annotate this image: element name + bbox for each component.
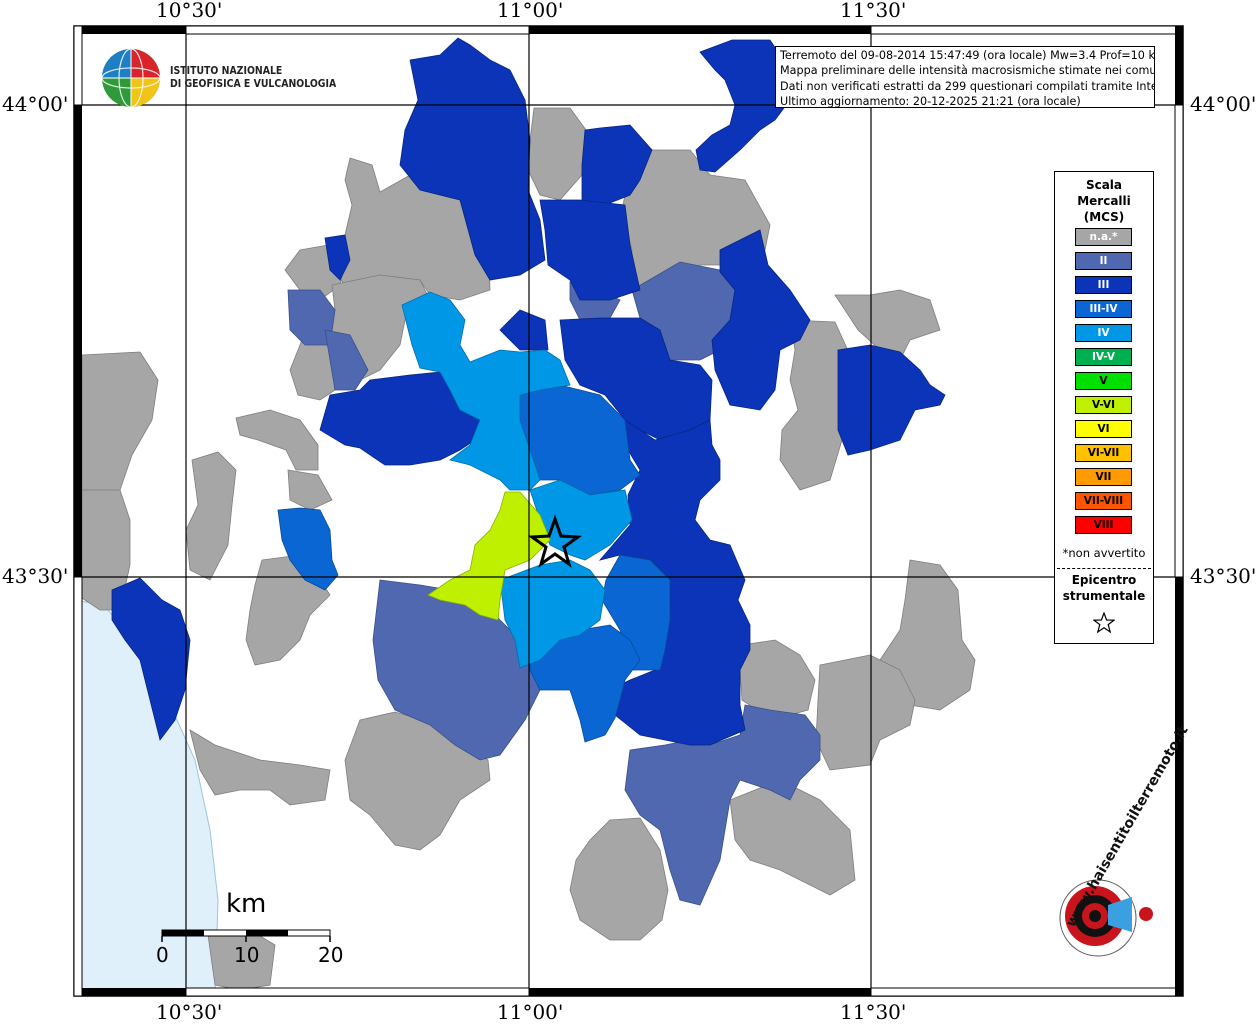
scale-bar-label: 10 — [234, 943, 260, 967]
legend-item: n.a.* — [1075, 228, 1132, 246]
left-tick-label: 44°00' — [2, 92, 69, 116]
ingv-logo-text: ISTITUTO NAZIONALE DI GEOFISICA E VULCAN… — [170, 64, 336, 90]
info-line: Dati non verificati estratti da 299 ques… — [780, 79, 1155, 93]
haisentito-logo-icon — [1059, 879, 1153, 957]
top-tick-label: 10°30' — [156, 0, 223, 22]
top-tick-label: 11°30' — [840, 0, 907, 22]
bottom-tick-label: 11°00' — [497, 1000, 564, 1024]
map-frame — [73, 25, 1184, 997]
municipalities-intensity-III — [111, 37, 946, 746]
legend-epicenter-star-icon — [1093, 612, 1115, 634]
legend-item: VII — [1075, 468, 1132, 486]
ingv-logo-icon — [101, 48, 161, 108]
top-tick-label: 11°00' — [497, 0, 564, 22]
legend-title: Scala Mercalli (MCS) — [1077, 178, 1131, 224]
legend-divider — [1057, 568, 1151, 569]
municipalities-not-available — [81, 107, 976, 991]
epicenter-star — [527, 514, 583, 568]
legend-item: IV — [1075, 324, 1132, 342]
right-tick-label: 43°30' — [1190, 564, 1256, 588]
legend-note: *non avvertito — [1062, 546, 1146, 560]
legend-item: V-VI — [1075, 396, 1132, 414]
municipalities-intensity-IV — [401, 291, 633, 669]
scale-bar-unit: km — [226, 889, 267, 919]
logo-line-1: ISTITUTO NAZIONALE — [170, 64, 283, 77]
legend-item: VI — [1075, 420, 1132, 438]
legend-item: V — [1075, 372, 1132, 390]
legend-item: III — [1075, 276, 1132, 294]
left-tick-label: 43°30' — [2, 564, 69, 588]
intensity-legend: Scala Mercalli (MCS) n.a.* II III III-IV IV I… — [1054, 171, 1154, 644]
legend-epicenter-label: Epicentro strumentale — [1062, 573, 1146, 603]
right-tick-label: 44°00' — [1190, 92, 1256, 116]
legend-item: II — [1075, 252, 1132, 270]
earthquake-info-box: Terremoto del 09-08-2014 15:47:49 (ora l… — [775, 46, 1155, 108]
legend-item: VIII — [1075, 516, 1132, 534]
scale-bar-label: 20 — [318, 943, 344, 967]
scale-bar-label: 0 — [156, 943, 169, 967]
info-line: Mappa preliminare delle intensità macros… — [780, 64, 1155, 78]
info-line: Ultimo aggiornamento: 20-12-2025 21:21 (… — [780, 95, 1081, 108]
bottom-tick-label: 10°30' — [156, 1000, 223, 1024]
legend-item: VII-VIII — [1075, 492, 1132, 510]
legend-item: III-IV — [1075, 300, 1132, 318]
legend-item: VI-VII — [1075, 444, 1132, 462]
logo-line-2: DI GEOFISICA E VULCANOLOGIA — [170, 77, 337, 90]
scale-bar — [161, 929, 331, 942]
municipalities-intensity-III-IV — [277, 384, 671, 743]
info-line: Terremoto del 09-08-2014 15:47:49 (ora l… — [780, 49, 1155, 62]
legend-item: IV-V — [1075, 348, 1132, 366]
bottom-tick-label: 11°30' — [840, 1000, 907, 1024]
